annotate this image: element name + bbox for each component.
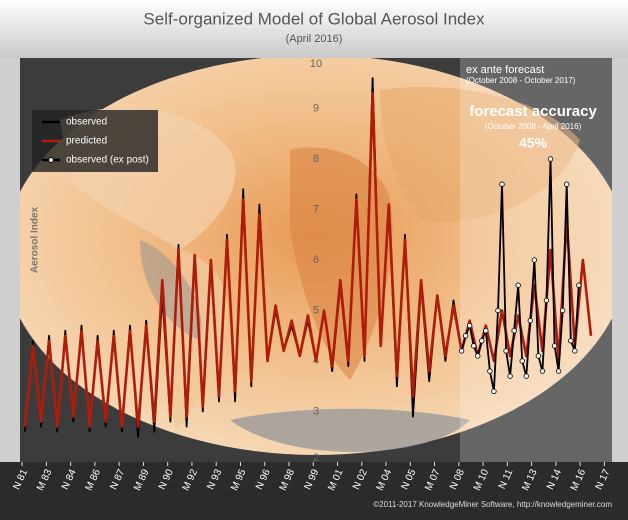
annotation: forecast accuracy [469,103,597,120]
ex-post-marker [535,353,542,359]
side-band [0,58,20,462]
ex-post-marker [503,348,509,354]
landmass [290,147,393,380]
y-tick-label: 3 [313,405,319,417]
legend-label: predicted [66,136,107,147]
ex-post-marker [519,358,525,364]
annotation: (October 2008 - October 2017) [466,76,576,85]
legend-label: observed [66,117,107,128]
annotation: (October 2008 - April 2016) [485,122,582,131]
ex-post-marker [475,353,481,359]
ex-post-marker [527,317,534,324]
y-tick-label: 2 [313,452,319,464]
ex-post-marker [543,297,550,304]
ex-post-marker [487,368,493,374]
chart-subtitle: (April 2016) [286,33,343,45]
ex-post-marker [511,328,517,334]
ex-post-marker [458,348,465,354]
ocean-shade [140,240,202,340]
ex-post-marker [515,282,521,288]
y-tick-label: 10 [310,58,322,70]
ex-post-marker [531,257,538,263]
ex-post-marker [471,343,477,349]
y-tick-label: 6 [313,254,319,266]
series-layer [23,77,593,438]
ex-post-marker [479,338,485,344]
chart-title: Self-organized Model of Global Aerosol I… [143,9,485,28]
legend-label: observed (ex post) [66,155,149,166]
side-band [612,58,628,462]
y-axis-label: Aerosol Index [30,207,41,274]
y-tick-label: 8 [313,153,319,165]
ex-post-marker [572,348,578,354]
ex-post-marker [499,181,505,187]
antarctica [230,408,470,452]
ex-post-marker [559,307,566,314]
ex-post-marker [491,388,497,394]
ex-post-marker [547,156,554,162]
landmass [380,87,580,222]
ex-post-marker [564,181,570,187]
ex-post-marker [568,338,574,344]
credit: ©2011-2017 KnowledgeMiner Software, http… [373,500,612,509]
ex-post-marker [495,307,501,314]
y-tick-label: 7 [313,203,319,215]
ex-post-marker [507,373,513,379]
ex-post-marker [466,322,473,329]
ex-post-marker [555,368,562,374]
title-band [0,0,628,58]
ex-post-marker [523,373,529,379]
ex-post-marker [539,368,546,374]
legend-marker [48,157,54,163]
ex-post-marker [462,333,469,339]
annotation: 45% [519,135,548,151]
y-tick-label: 9 [313,102,319,114]
ex-post-marker [576,282,582,288]
ex-post-marker [483,328,489,334]
ex-post-marker [551,343,558,349]
y-tick-label: 5 [313,304,319,316]
annotation: ex ante forecast [466,64,544,76]
